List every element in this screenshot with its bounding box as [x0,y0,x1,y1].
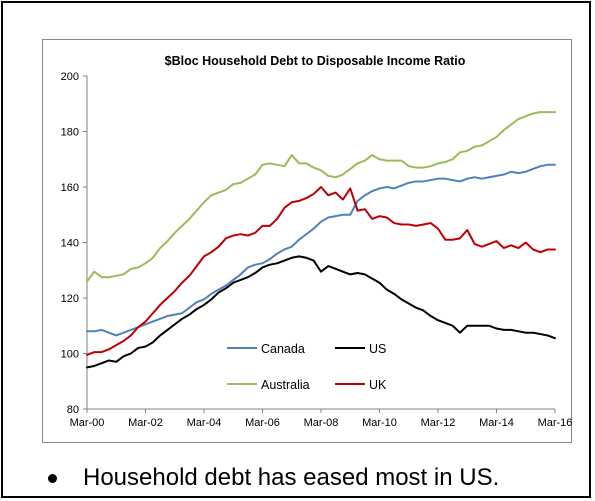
legend-label-uk: UK [369,378,387,392]
x-tick-label: Mar-14 [479,417,514,429]
bullet-point: Household debt has eased most in US. [48,458,588,498]
x-axis: Mar-00 Mar-02 Mar-04 Mar-06 Mar-08 Mar-10 Mar-… [70,408,573,429]
legend-label-canada: Canada [261,342,305,356]
series-line-uk [86,186,556,356]
x-tick-label: Mar-16 [538,417,573,429]
line-chart: $Bloc Household Debt to Disposable Incom… [61,54,573,429]
series-lines [86,111,556,369]
chart-container: $Bloc Household Debt to Disposable Incom… [42,39,572,443]
y-tick-label: 160 [61,182,79,194]
series-line-us [86,255,556,369]
series-line-canada [86,163,556,337]
legend: Canada US Australia UK [227,342,387,392]
legend-label-australia: Australia [261,378,310,392]
x-tick-label: Mar-00 [70,417,105,429]
y-tick-label: 80 [67,404,79,416]
y-axis: 80 100 120 140 160 180 200 [61,71,88,416]
x-tick-label: Mar-04 [187,417,222,429]
x-tick-label: Mar-12 [421,417,456,429]
y-tick-label: 180 [61,127,79,139]
y-tick-label: 200 [61,71,79,83]
bullet-dot-icon [48,473,57,483]
bullet-text: Household debt has eased most in US. [83,464,500,491]
y-tick-label: 100 [61,349,79,361]
x-tick-label: Mar-06 [245,417,280,429]
series-line-australia [86,111,556,283]
x-tick-label: Mar-02 [128,417,163,429]
y-tick-label: 120 [61,293,79,305]
chart-title: $Bloc Household Debt to Disposable Incom… [165,54,466,68]
x-tick-label: Mar-10 [362,417,397,429]
x-tick-label: Mar-08 [304,417,339,429]
legend-label-us: US [369,342,386,356]
y-tick-label: 140 [61,238,79,250]
